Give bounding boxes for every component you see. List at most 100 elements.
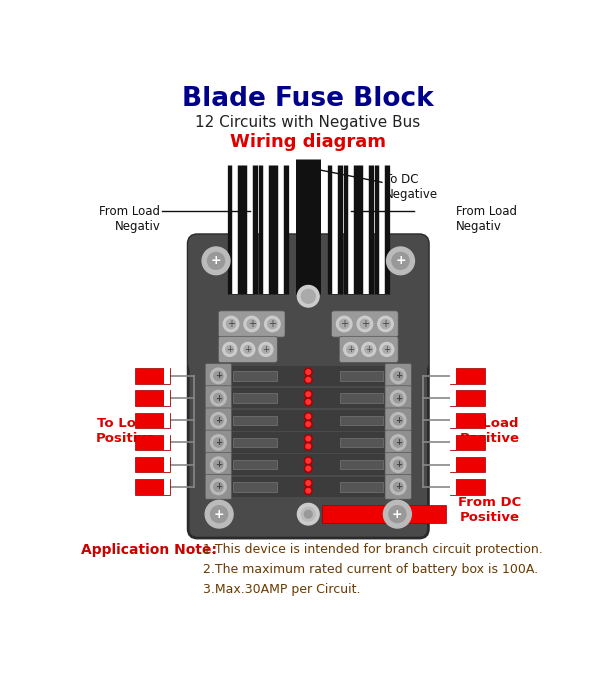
Circle shape <box>211 479 226 495</box>
Circle shape <box>394 371 403 380</box>
Circle shape <box>214 393 223 403</box>
Bar <box>136 390 170 406</box>
Bar <box>450 412 485 428</box>
Bar <box>450 435 485 450</box>
Circle shape <box>306 414 311 419</box>
Circle shape <box>391 435 406 450</box>
Circle shape <box>214 482 223 492</box>
Circle shape <box>306 481 311 486</box>
Bar <box>164 390 170 406</box>
Circle shape <box>298 286 319 307</box>
Text: To DC
Negative: To DC Negative <box>385 173 438 201</box>
FancyBboxPatch shape <box>218 336 277 362</box>
Bar <box>136 412 170 428</box>
Bar <box>340 416 383 425</box>
Text: +: + <box>268 319 277 329</box>
Circle shape <box>304 435 312 443</box>
Text: Wiring diagram: Wiring diagram <box>229 134 386 151</box>
Text: To Load
Positive: To Load Positive <box>460 417 520 445</box>
Circle shape <box>214 460 223 469</box>
Circle shape <box>340 319 349 329</box>
Bar <box>233 393 277 403</box>
Circle shape <box>306 370 311 374</box>
FancyBboxPatch shape <box>205 364 232 388</box>
FancyBboxPatch shape <box>188 235 428 373</box>
Circle shape <box>344 342 358 356</box>
Circle shape <box>304 412 312 421</box>
Bar <box>340 393 383 403</box>
FancyBboxPatch shape <box>385 430 412 455</box>
Text: From Load
Negativ: From Load Negativ <box>457 206 517 234</box>
Text: +: + <box>347 345 354 354</box>
Bar <box>164 479 170 495</box>
Bar <box>322 505 446 523</box>
Bar <box>340 438 383 447</box>
Circle shape <box>306 392 311 397</box>
Circle shape <box>211 390 226 406</box>
Circle shape <box>306 488 311 493</box>
FancyBboxPatch shape <box>385 452 412 477</box>
Circle shape <box>394 416 403 425</box>
Text: +: + <box>227 319 235 329</box>
Bar <box>136 435 170 450</box>
Bar <box>450 479 457 495</box>
Bar <box>164 457 170 473</box>
Circle shape <box>306 377 311 382</box>
Text: From Load
Negativ: From Load Negativ <box>99 206 160 234</box>
Bar <box>136 479 170 495</box>
Text: +: + <box>215 482 222 491</box>
Text: Application Note:: Application Note: <box>81 543 217 557</box>
Text: +: + <box>395 416 401 425</box>
FancyBboxPatch shape <box>385 408 412 433</box>
Bar <box>164 412 170 428</box>
FancyBboxPatch shape <box>339 336 398 362</box>
Text: +: + <box>395 394 401 403</box>
Text: +: + <box>382 319 389 329</box>
Circle shape <box>306 399 311 404</box>
Text: 1.This device is intended for branch circuit protection.: 1.This device is intended for branch cir… <box>203 543 542 556</box>
Circle shape <box>262 345 270 353</box>
Bar <box>205 388 412 408</box>
Text: +: + <box>215 438 222 447</box>
Circle shape <box>226 319 236 329</box>
Circle shape <box>362 342 376 356</box>
Text: To Load
Positive: To Load Positive <box>95 417 155 445</box>
Circle shape <box>304 376 312 384</box>
Circle shape <box>205 500 233 528</box>
Circle shape <box>392 252 409 269</box>
Text: 2.The maximum rated current of battery box is 100A.: 2.The maximum rated current of battery b… <box>203 562 538 575</box>
FancyBboxPatch shape <box>332 311 398 337</box>
Circle shape <box>214 416 223 425</box>
FancyBboxPatch shape <box>205 386 232 410</box>
Circle shape <box>304 479 312 487</box>
Circle shape <box>223 316 239 332</box>
Text: +: + <box>211 254 221 267</box>
Text: +: + <box>395 438 401 447</box>
Circle shape <box>306 422 311 427</box>
Circle shape <box>304 487 312 495</box>
Text: +: + <box>361 319 369 329</box>
FancyBboxPatch shape <box>385 386 412 410</box>
FancyBboxPatch shape <box>205 408 232 433</box>
Circle shape <box>304 457 312 464</box>
Circle shape <box>394 460 403 469</box>
Circle shape <box>241 342 255 356</box>
Text: 3.Max.30AMP per Circuit.: 3.Max.30AMP per Circuit. <box>203 583 361 596</box>
Bar <box>450 369 457 384</box>
Bar <box>233 482 277 492</box>
Circle shape <box>304 398 312 406</box>
Bar <box>205 454 412 475</box>
Bar <box>450 412 457 428</box>
Circle shape <box>304 510 312 518</box>
Text: +: + <box>395 371 401 380</box>
Bar <box>205 410 412 431</box>
Bar <box>233 371 277 380</box>
Bar <box>450 369 485 384</box>
Circle shape <box>391 369 406 384</box>
Bar <box>205 432 412 453</box>
Circle shape <box>265 316 280 332</box>
Circle shape <box>391 390 406 406</box>
Text: +: + <box>244 345 251 354</box>
Text: +: + <box>365 345 372 354</box>
Bar <box>233 438 277 447</box>
